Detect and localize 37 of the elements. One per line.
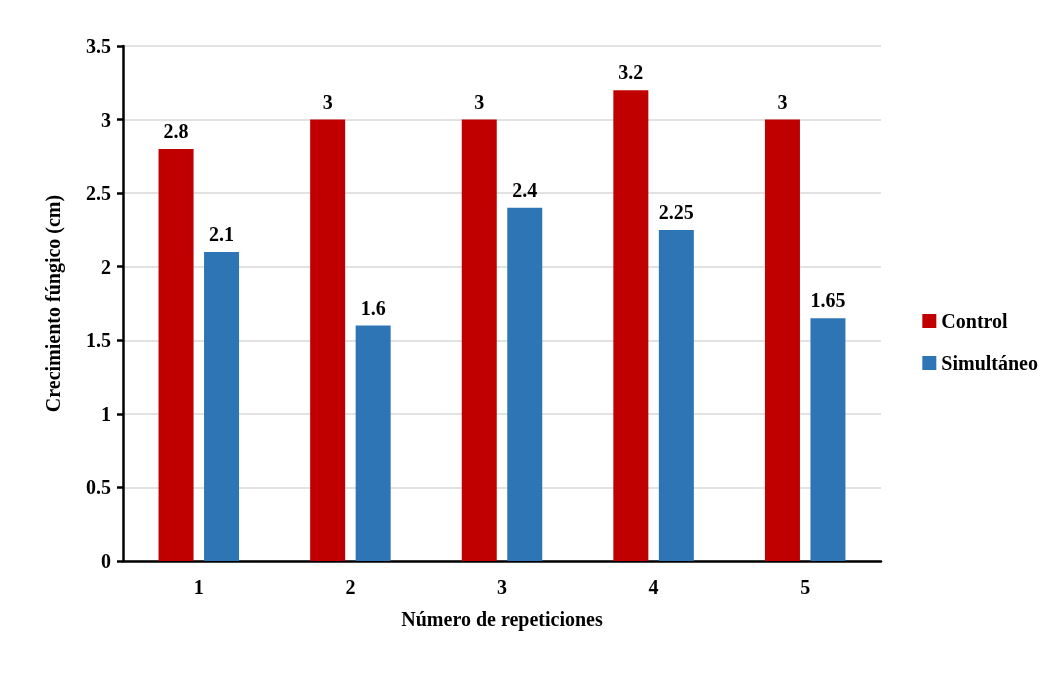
- y-tick-label: 2.5: [86, 182, 111, 205]
- data-label: 2.1: [209, 223, 235, 245]
- legend-label: Control: [941, 310, 1009, 332]
- x-tick-label: 3: [497, 576, 507, 598]
- data-label: 1.6: [360, 296, 386, 319]
- y-axis-title: Crecimiento fúngico (cm): [42, 194, 65, 413]
- x-axis-title: Número de repeticiones: [401, 608, 603, 631]
- y-tick-label: 3: [101, 108, 111, 131]
- data-label: 3.2: [618, 61, 644, 84]
- x-tick-label: 5: [800, 576, 811, 598]
- y-tick-label: 2: [101, 255, 111, 278]
- bar: [310, 119, 346, 561]
- data-label: 3: [777, 90, 788, 113]
- bar: [158, 149, 194, 561]
- data-label: 2.4: [512, 178, 538, 201]
- x-tick-label: 2: [345, 576, 356, 598]
- x-tick-label: 4: [648, 576, 659, 598]
- legend-label: Simultáneo: [941, 352, 1039, 374]
- bar: [355, 325, 391, 561]
- y-tick-label: 3.5: [86, 35, 111, 57]
- bar: [658, 229, 694, 561]
- bar: [461, 119, 497, 561]
- x-tick-label: 1: [193, 576, 204, 598]
- y-tick-label: 1.5: [86, 329, 111, 352]
- y-tick-label: 1: [101, 402, 111, 425]
- data-label: 3: [474, 90, 485, 113]
- data-label: 3: [322, 90, 333, 113]
- y-tick-label: 0: [101, 550, 111, 572]
- bar: [204, 252, 240, 561]
- data-label: 2.25: [658, 200, 694, 223]
- y-tick-label: 0.5: [86, 476, 111, 499]
- bar: [613, 90, 649, 561]
- bar: [507, 207, 543, 561]
- data-label: 2.8: [163, 120, 189, 142]
- bar: [764, 119, 800, 561]
- bar: [810, 318, 846, 561]
- data-label: 1.65: [810, 289, 846, 312]
